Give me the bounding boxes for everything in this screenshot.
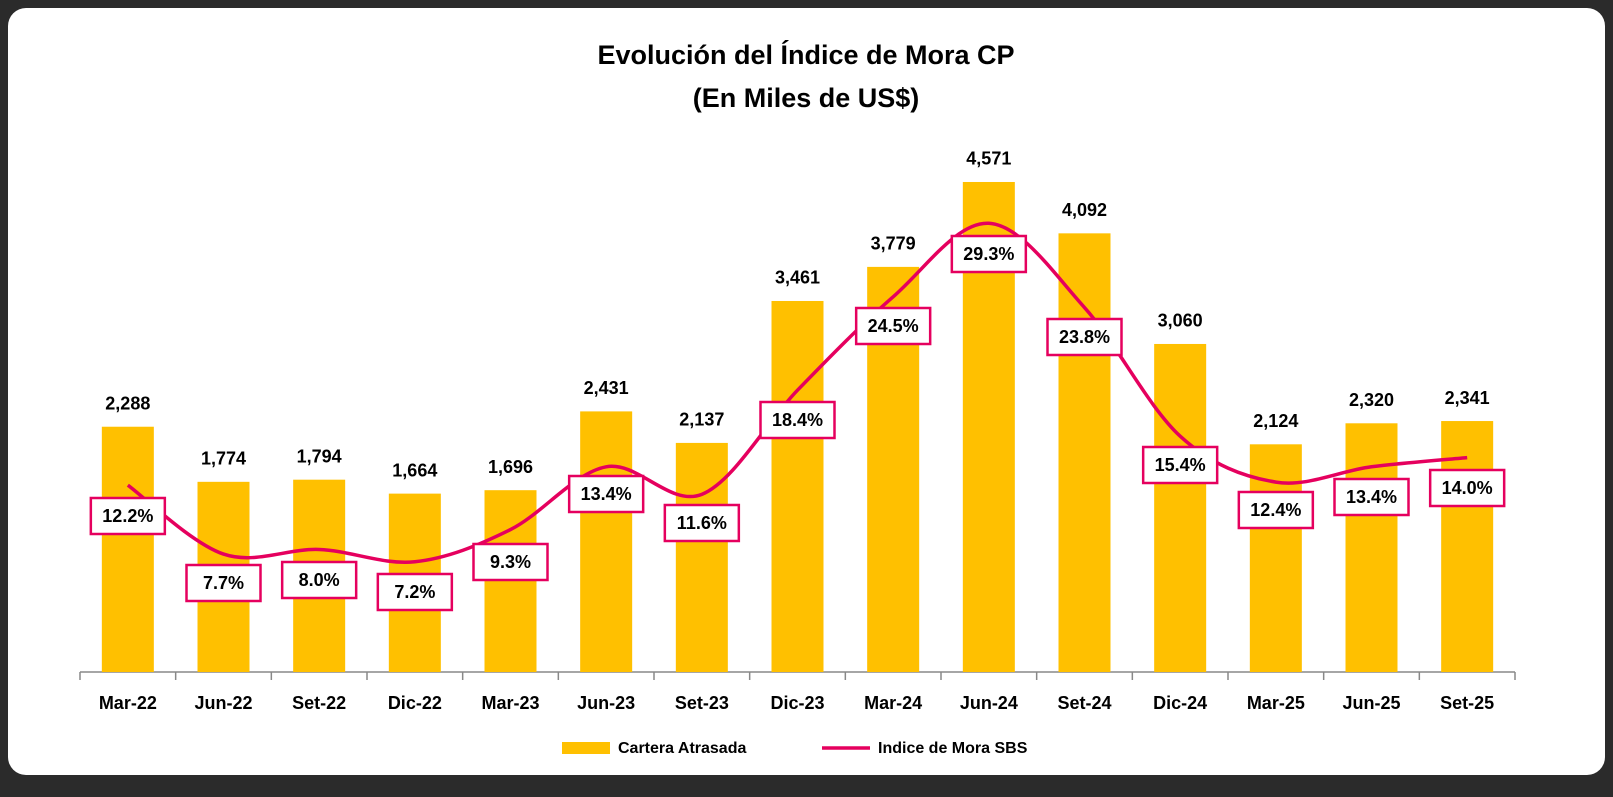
bar-value-label: 1,696 — [488, 457, 533, 477]
bar-value-label: 2,431 — [584, 378, 629, 398]
legend-swatch — [562, 742, 610, 754]
line — [126, 221, 1468, 564]
bar-value-label: 2,320 — [1349, 390, 1394, 410]
x-tick-label: Mar-24 — [864, 693, 922, 713]
x-tick-label: Set-22 — [292, 693, 346, 713]
x-tick-label: Jun-23 — [577, 693, 635, 713]
bar — [675, 442, 728, 672]
legend-label: Indice de Mora SBS — [878, 740, 1028, 757]
bar — [580, 411, 633, 672]
label-box — [280, 560, 358, 600]
x-tick-label: Mar-25 — [1247, 693, 1305, 713]
chart-title: Evolución del Índice de Mora CP — [597, 39, 1014, 70]
x-tick-label: Mar-23 — [481, 693, 539, 713]
label-box — [89, 496, 167, 536]
bar — [1154, 343, 1207, 672]
bar-value-label: 4,571 — [966, 149, 1011, 169]
line-value-label: 7.2% — [394, 582, 435, 602]
x-tick-label: Jun-25 — [1342, 693, 1400, 713]
legend-label: Cartera Atrasada — [618, 740, 746, 757]
line-value-label: 12.4% — [1250, 500, 1301, 520]
label-box — [950, 234, 1028, 274]
bar-value-label: 1,794 — [297, 446, 342, 466]
label-box — [1333, 477, 1410, 517]
line-value-label: 14.0% — [1442, 478, 1493, 498]
bar-value-label: 4,092 — [1062, 200, 1107, 220]
label-box — [759, 400, 836, 440]
bar-value-label: 3,461 — [775, 268, 820, 288]
label-box — [1428, 468, 1506, 508]
bar — [771, 300, 824, 672]
chart-subtitle: (En Miles de US$) — [693, 83, 920, 113]
bar — [1345, 423, 1398, 672]
bar-value-label: 1,774 — [201, 449, 246, 469]
label-box — [376, 572, 454, 612]
line-value-label: 12.2% — [102, 506, 153, 526]
bar-value-label: 2,341 — [1445, 388, 1490, 408]
line-value-label: 13.4% — [1346, 487, 1397, 507]
x-tick-label: Mar-22 — [99, 693, 157, 713]
label-box — [1237, 490, 1315, 530]
bar-value-label: 3,779 — [871, 234, 916, 254]
label-box — [185, 563, 262, 603]
label-box — [567, 474, 645, 514]
label-box — [1141, 445, 1219, 485]
line-value-label: 18.4% — [772, 410, 823, 430]
bar-value-label: 2,288 — [105, 393, 150, 413]
bar — [1441, 421, 1494, 672]
label-box — [854, 306, 932, 346]
line-value-label: 9.3% — [490, 552, 531, 572]
line-value-label: 29.3% — [963, 244, 1014, 264]
x-tick-label: Dic-24 — [1153, 693, 1207, 713]
line-value-label: 15.4% — [1155, 455, 1206, 475]
x-tick-label: Set-25 — [1440, 693, 1494, 713]
line-value-label: 24.5% — [868, 316, 919, 336]
bar-value-label: 1,664 — [392, 460, 437, 480]
label-box — [1046, 317, 1123, 357]
bar — [1058, 233, 1111, 673]
bar — [101, 426, 154, 672]
x-tick-label: Set-24 — [1057, 693, 1111, 713]
line-value-label: 13.4% — [581, 484, 632, 504]
x-tick-label: Dic-23 — [770, 693, 824, 713]
x-tick-label: Jun-24 — [960, 693, 1018, 713]
bar-value-label: 2,137 — [679, 410, 724, 430]
line-value-label: 8.0% — [299, 570, 340, 590]
bar-value-label: 3,060 — [1158, 311, 1203, 331]
label-box — [472, 542, 549, 582]
bar-value-label: 2,124 — [1253, 411, 1298, 431]
label-box — [663, 503, 741, 543]
line-value-label: 7.7% — [203, 573, 244, 593]
line-value-label: 11.6% — [677, 513, 727, 533]
x-tick-label: Dic-22 — [388, 693, 442, 713]
x-tick-label: Jun-22 — [194, 693, 252, 713]
line-value-label: 23.8% — [1059, 327, 1110, 347]
x-tick-label: Set-23 — [675, 693, 729, 713]
